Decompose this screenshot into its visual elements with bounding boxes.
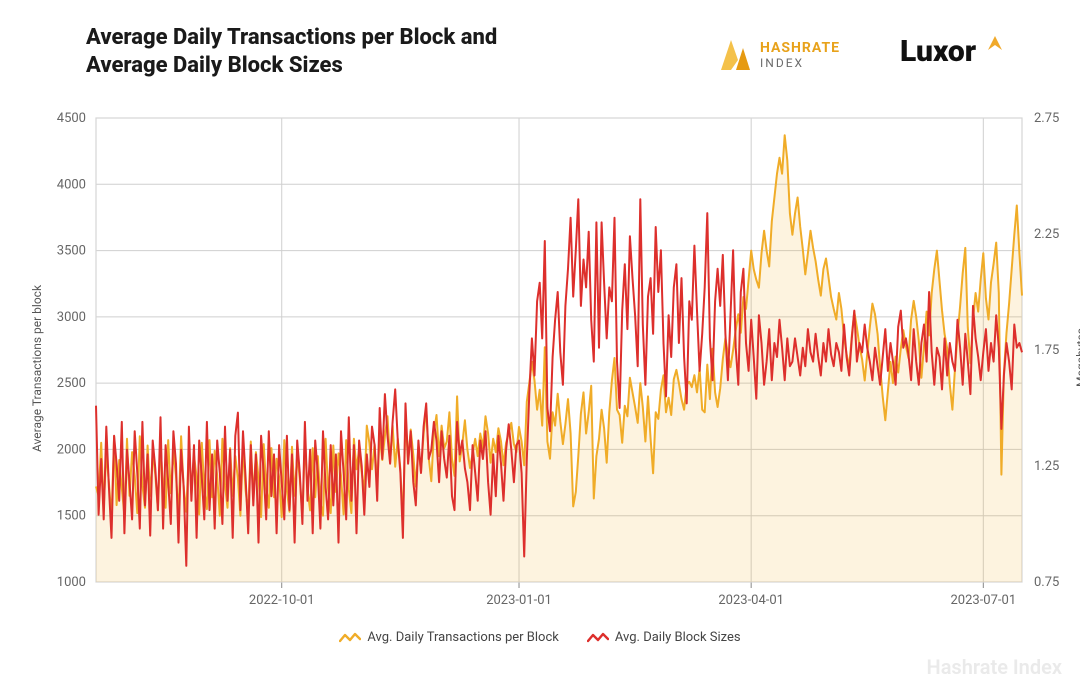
y-right-tick: 1.75: [1034, 343, 1059, 358]
y-right-tick: 2.25: [1034, 227, 1059, 242]
y-left-tick: 4000: [57, 177, 86, 192]
y-left-tick: 2500: [57, 376, 86, 391]
y-right-tick: 1.25: [1034, 459, 1059, 474]
y-left-axis-label: Average Transactions per block: [30, 285, 44, 452]
y-right-tick: 0.75: [1034, 575, 1059, 590]
legend-label: Avg. Daily Block Sizes: [615, 630, 741, 645]
x-tick: 2023-07-01: [950, 593, 1016, 608]
legend-swatch-icon: [339, 632, 361, 644]
y-left-tick: 3500: [57, 244, 86, 259]
x-tick: 2023-04-01: [718, 593, 784, 608]
legend-swatch-icon: [587, 632, 609, 644]
chart-legend: Avg. Daily Transactions per Block Avg. D…: [0, 630, 1080, 645]
y-right-tick: 2.75: [1034, 111, 1059, 126]
wechat-icon: [895, 656, 921, 678]
y-left-tick: 2000: [57, 442, 86, 457]
y-left-tick: 1000: [57, 575, 86, 590]
y-left-tick: 4500: [57, 111, 86, 126]
chart-plot: 1000 1500 2000 2500 3000 3500 4000 4500 0.75 1.25…: [0, 0, 1080, 687]
y-left-tick: 1500: [57, 509, 86, 524]
y-left-tick: 3000: [57, 310, 86, 325]
watermark-text: Hashrate Index: [927, 655, 1062, 679]
watermark: Hashrate Index: [895, 655, 1062, 679]
y-right-axis-label: Megabytes: [1074, 328, 1080, 387]
x-tick: 2022-10-01: [249, 593, 315, 608]
legend-label: Avg. Daily Transactions per Block: [367, 630, 558, 645]
legend-item: Avg. Daily Block Sizes: [587, 630, 741, 645]
x-tick: 2023-01-01: [486, 593, 552, 608]
legend-item: Avg. Daily Transactions per Block: [339, 630, 558, 645]
